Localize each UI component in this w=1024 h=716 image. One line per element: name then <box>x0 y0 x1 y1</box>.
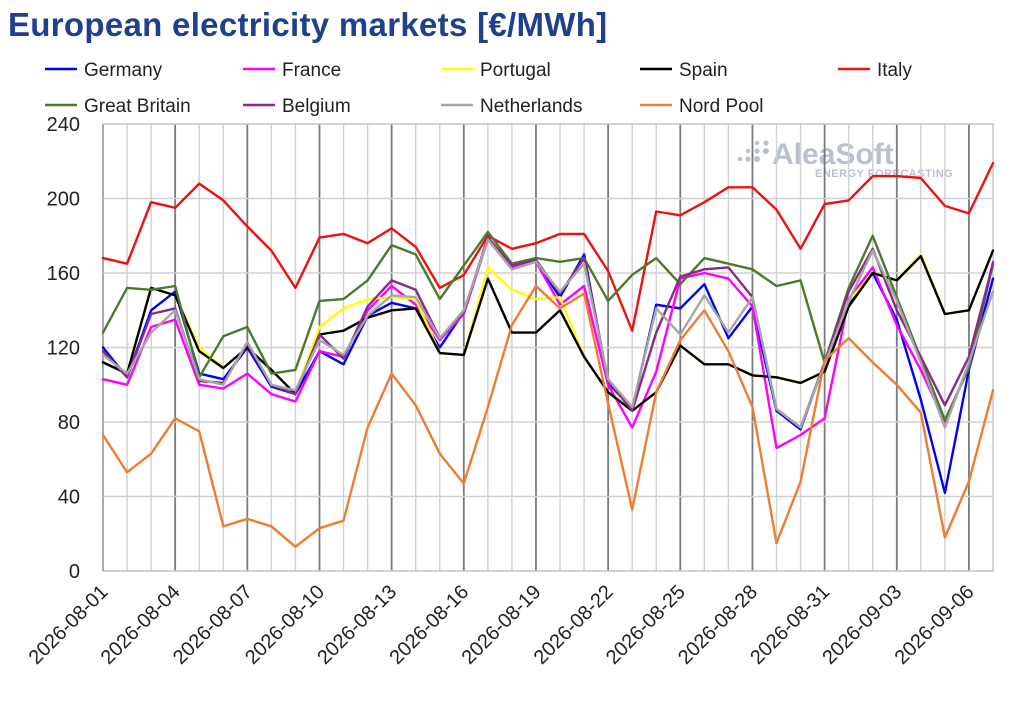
y-tick-label: 40 <box>58 487 80 509</box>
y-tick-label: 240 <box>47 114 80 136</box>
legend-label-nord-pool: Nord Pool <box>679 96 764 117</box>
y-tick-label: 0 <box>69 561 80 583</box>
legend-label-great-britain: Great Britain <box>84 96 191 117</box>
series-line-great-britain <box>101 230 995 422</box>
legend-label-spain: Spain <box>679 60 728 81</box>
legend-label-portugal: Portugal <box>480 60 551 81</box>
y-tick-label: 200 <box>47 189 80 211</box>
y-tick-label: 80 <box>58 412 80 434</box>
series-line-netherlands <box>101 238 995 429</box>
y-tick-label: 120 <box>47 338 80 360</box>
watermark-tagline: ENERGY FORECASTING <box>815 168 953 180</box>
series-line-nord-pool <box>101 284 995 548</box>
watermark-name: AleaSoft <box>772 138 894 171</box>
chart-title: European electricity markets [€/MWh] <box>8 6 608 43</box>
legend-label-belgium: Belgium <box>282 96 351 117</box>
legend-label-italy: Italy <box>877 60 912 81</box>
legend-label-germany: Germany <box>84 60 163 81</box>
series-line-italy <box>101 161 995 332</box>
legend-label-france: France <box>282 60 341 81</box>
y-tick-label: 160 <box>47 263 80 285</box>
legend-label-netherlands: Netherlands <box>480 96 582 117</box>
